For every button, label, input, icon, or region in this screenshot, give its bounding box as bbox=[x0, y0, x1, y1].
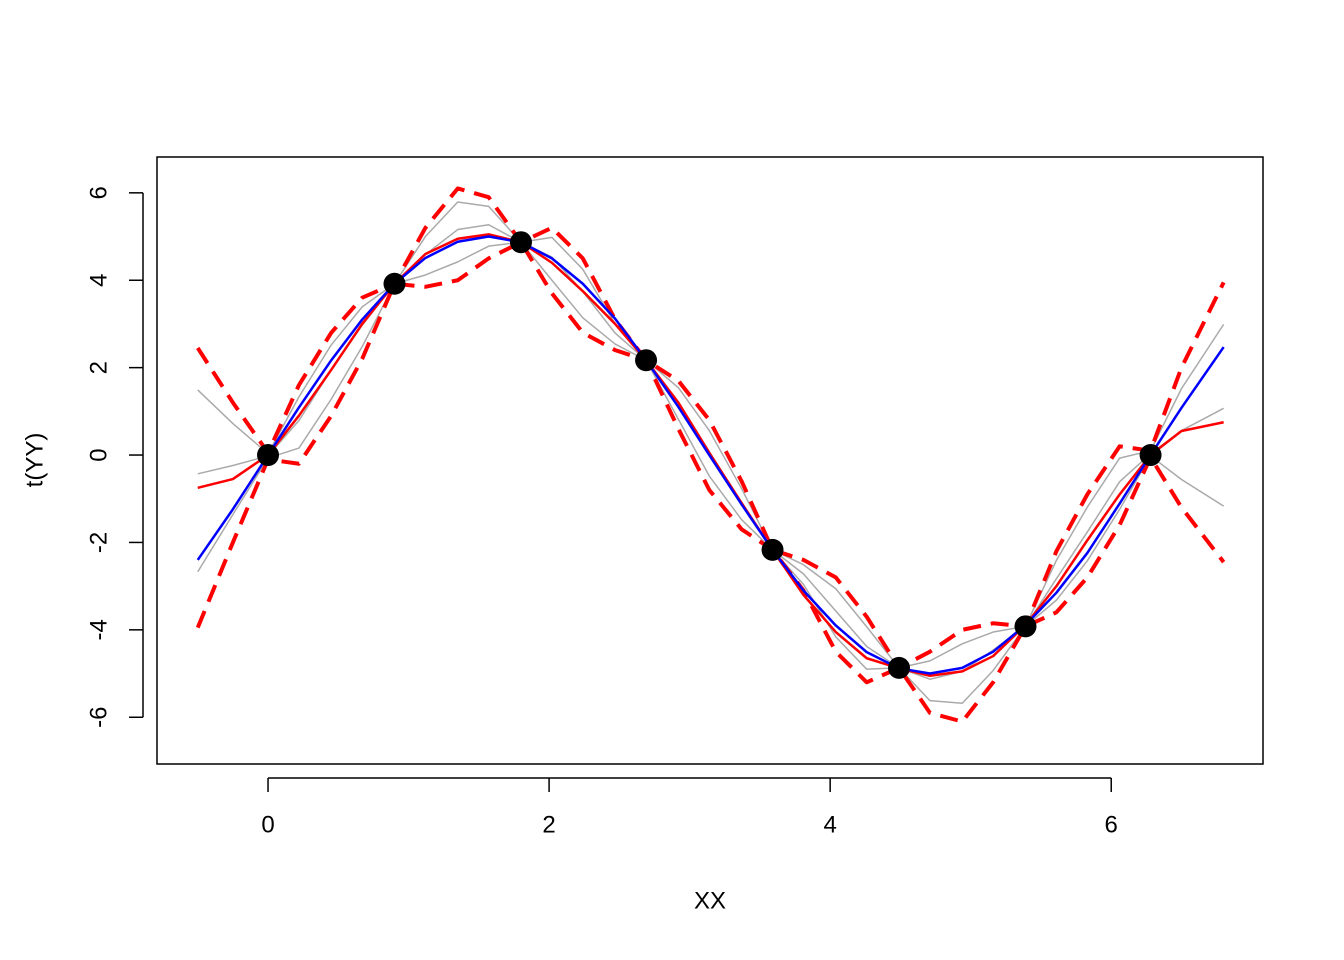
x-tick-label: 6 bbox=[1105, 811, 1118, 838]
y-tick-label: -4 bbox=[85, 619, 112, 640]
series-line bbox=[196, 235, 1225, 675]
x-axis-label: XX bbox=[694, 887, 726, 914]
data-point bbox=[635, 349, 658, 372]
x-tick-label: 4 bbox=[823, 811, 836, 838]
y-tick-label: -2 bbox=[85, 532, 112, 553]
x-tick-label: 2 bbox=[542, 811, 555, 838]
data-point bbox=[1139, 444, 1162, 467]
data-point bbox=[383, 272, 406, 295]
data-point bbox=[509, 231, 532, 254]
series-line bbox=[197, 223, 1225, 680]
y-axis-label: t(YY) bbox=[21, 433, 48, 488]
data-point bbox=[1014, 615, 1037, 638]
y-tick-label: 0 bbox=[85, 448, 112, 461]
data-point bbox=[257, 444, 280, 467]
series-line bbox=[197, 201, 1225, 669]
x-tick-label: 0 bbox=[261, 811, 274, 838]
series-line bbox=[195, 240, 1226, 724]
y-tick-label: -6 bbox=[85, 707, 112, 728]
y-tick-label: 6 bbox=[85, 186, 112, 199]
y-tick-label: 4 bbox=[85, 274, 112, 287]
y-tick-label: 2 bbox=[85, 361, 112, 374]
data-point bbox=[761, 538, 784, 561]
data-point bbox=[888, 656, 911, 679]
plot-frame bbox=[156, 156, 1264, 765]
series-line bbox=[196, 186, 1226, 670]
series-line bbox=[197, 241, 1225, 705]
